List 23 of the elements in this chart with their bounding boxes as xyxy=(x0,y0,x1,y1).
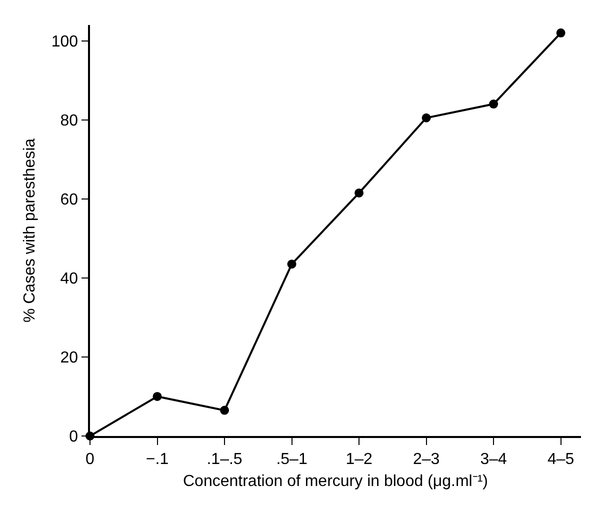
y-tick-label: 40 xyxy=(60,270,78,288)
x-tick-label: −.1 xyxy=(146,450,169,468)
y-tick-label: 20 xyxy=(60,350,78,367)
point xyxy=(556,28,566,38)
point xyxy=(152,392,162,401)
point xyxy=(354,188,364,198)
x-tick-label: 2–3 xyxy=(412,450,440,468)
x-tick-label: .5–1 xyxy=(276,450,308,468)
point xyxy=(220,406,230,415)
x-tick-label: 1–2 xyxy=(346,450,372,468)
x-tick-label: 4–5 xyxy=(547,450,574,468)
y-tick-label: 60 xyxy=(60,191,78,208)
y-tick-label: 80 xyxy=(60,112,78,130)
point xyxy=(287,260,296,269)
x-axis-title: Concentration of mercury in blood (μg.ml⁻¹) xyxy=(183,473,488,490)
y-axis-title: % Cases with paresthesia xyxy=(22,138,39,323)
point xyxy=(422,113,431,122)
y-tick-label: 0 xyxy=(69,428,78,446)
y-tick-label: 100 xyxy=(51,33,78,50)
x-tick-label: .1–.5 xyxy=(206,450,242,468)
x-tick-label: 0 xyxy=(86,450,95,468)
point xyxy=(489,100,498,109)
x-tick-label: 3–4 xyxy=(480,450,508,468)
